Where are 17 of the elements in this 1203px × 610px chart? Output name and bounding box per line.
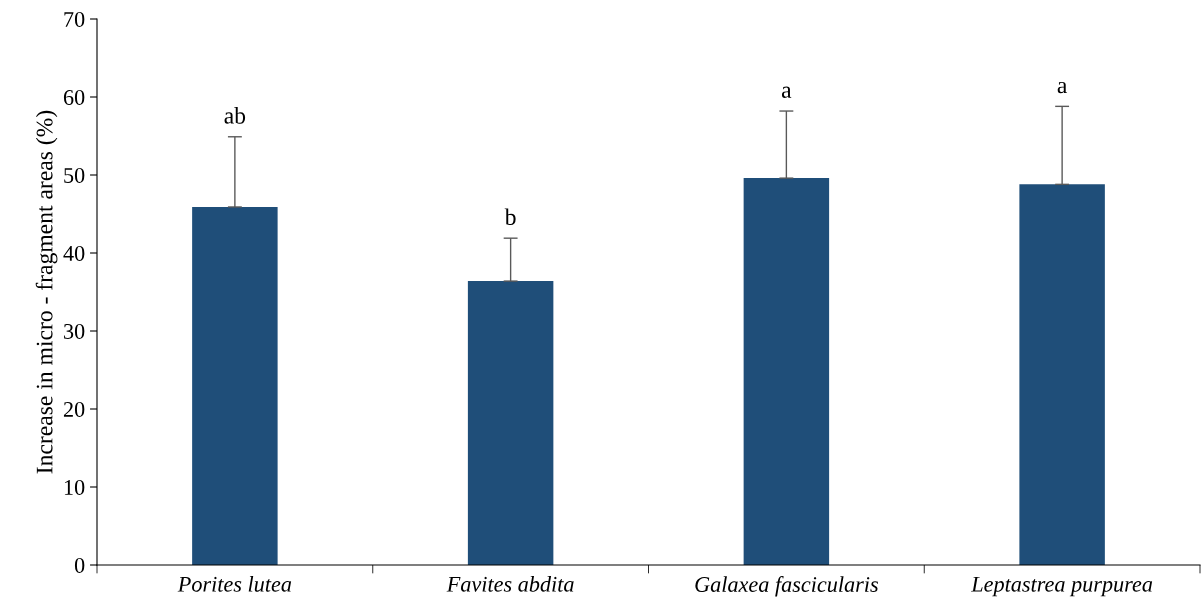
annotation: ab [224, 107, 246, 124]
annotation: a [1057, 81, 1068, 94]
x-tick-label: Porites lutea [177, 576, 292, 592]
x-tick-label: Galaxea fascicularis [695, 576, 878, 597]
y-tick-label: 10 [64, 479, 85, 495]
y-tick-label: 30 [64, 323, 85, 339]
y-tick-label: 50 [64, 167, 85, 183]
y-tick-label: 40 [63, 245, 85, 261]
y-axis-title: Increase in micro - fragment areas (%) [35, 110, 58, 474]
y-tick-label: 60 [63, 89, 85, 105]
y-tick-label: 20 [63, 401, 85, 417]
y-tick-label: 0 [74, 557, 85, 573]
x-tick-label: Favites abdita [446, 576, 574, 592]
annotation: a [781, 86, 792, 98]
y-tick-label: 70 [64, 11, 85, 27]
annotation: b [504, 208, 516, 226]
x-tick-label: Leptastrea purpurea [971, 576, 1153, 597]
